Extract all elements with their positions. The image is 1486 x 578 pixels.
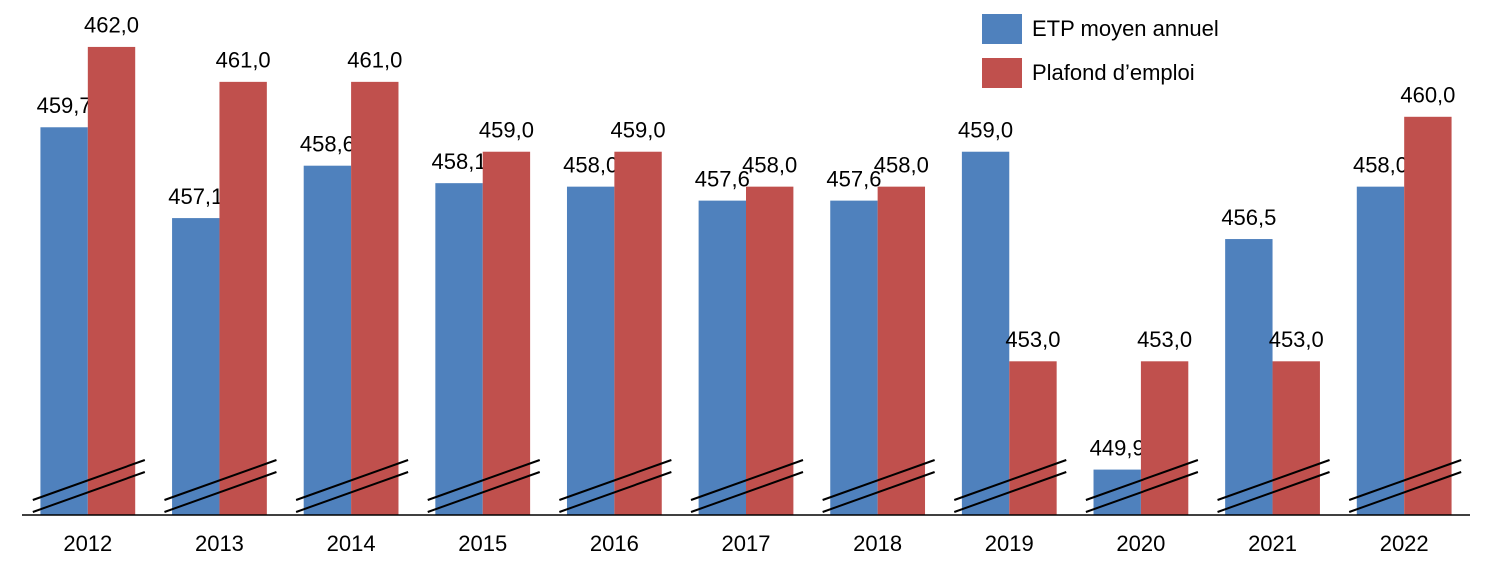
axis-break bbox=[427, 471, 541, 513]
axis-break bbox=[953, 459, 1067, 501]
data-label: 458,0 bbox=[1353, 152, 1408, 177]
data-label: 457,6 bbox=[695, 166, 750, 191]
legend-swatch bbox=[982, 58, 1022, 88]
axis-break bbox=[1217, 471, 1330, 513]
axis-break bbox=[1217, 459, 1330, 501]
bar bbox=[1009, 361, 1057, 515]
bar bbox=[1272, 361, 1320, 515]
x-tick-label: 2022 bbox=[1380, 531, 1429, 556]
data-label: 453,0 bbox=[1269, 327, 1324, 352]
axis-break bbox=[690, 459, 804, 501]
bar bbox=[172, 218, 220, 515]
bar bbox=[1404, 116, 1452, 516]
axis-break bbox=[164, 471, 277, 513]
bar bbox=[40, 127, 88, 515]
axis-break bbox=[295, 459, 409, 501]
axis-break bbox=[1085, 471, 1199, 513]
x-tick-label: 2019 bbox=[985, 531, 1034, 556]
legend-label: ETP moyen annuel bbox=[1032, 16, 1219, 41]
data-label: 461,0 bbox=[347, 48, 402, 73]
data-label: 458,0 bbox=[742, 152, 797, 177]
data-label: 458,1 bbox=[432, 149, 487, 174]
data-label: 458,6 bbox=[300, 132, 355, 157]
axis-break bbox=[822, 459, 935, 501]
data-label: 458,0 bbox=[874, 152, 929, 177]
bar bbox=[303, 165, 352, 515]
data-label: 453,0 bbox=[1137, 327, 1192, 352]
axis-break bbox=[690, 471, 804, 513]
x-tick-label: 2013 bbox=[195, 531, 244, 556]
data-label: 459,0 bbox=[958, 118, 1013, 143]
axis-break bbox=[953, 471, 1067, 513]
bar bbox=[830, 200, 878, 515]
axis-break bbox=[295, 471, 409, 513]
data-label: 456,5 bbox=[1221, 205, 1276, 230]
data-label: 453,0 bbox=[1005, 327, 1060, 352]
bar bbox=[614, 151, 662, 515]
x-tick-label: 2018 bbox=[853, 531, 902, 556]
data-label: 457,1 bbox=[168, 184, 223, 209]
axis-break bbox=[427, 459, 541, 501]
bar bbox=[435, 183, 483, 515]
bar bbox=[698, 200, 746, 515]
bar bbox=[1093, 469, 1141, 515]
x-tick-label: 2015 bbox=[458, 531, 507, 556]
bar bbox=[1225, 239, 1273, 515]
axis-break bbox=[1348, 459, 1462, 501]
data-label: 458,0 bbox=[563, 152, 618, 177]
bar bbox=[566, 186, 615, 515]
axis-break bbox=[32, 459, 146, 501]
axis-break bbox=[164, 459, 277, 501]
x-tick-label: 2014 bbox=[327, 531, 376, 556]
axis-break bbox=[559, 459, 672, 501]
bar bbox=[1140, 361, 1189, 515]
data-label: 462,0 bbox=[84, 13, 139, 38]
data-label: 460,0 bbox=[1400, 83, 1455, 108]
x-tick-label: 2017 bbox=[722, 531, 771, 556]
x-tick-label: 2016 bbox=[590, 531, 639, 556]
bar bbox=[746, 186, 794, 515]
axis-break bbox=[1085, 459, 1199, 501]
x-tick-label: 2020 bbox=[1116, 531, 1165, 556]
axis-break bbox=[32, 471, 146, 513]
bar bbox=[482, 151, 531, 515]
bar bbox=[219, 81, 267, 515]
data-label: 459,7 bbox=[37, 93, 92, 118]
x-tick-label: 2012 bbox=[63, 531, 112, 556]
bar bbox=[351, 81, 399, 515]
axis-break bbox=[822, 471, 935, 513]
data-label: 459,0 bbox=[611, 118, 666, 143]
data-label: 457,6 bbox=[826, 166, 881, 191]
axis-break bbox=[559, 471, 672, 513]
data-label: 459,0 bbox=[479, 118, 534, 143]
bar bbox=[877, 186, 926, 515]
bar bbox=[961, 151, 1010, 515]
x-tick-label: 2021 bbox=[1248, 531, 1297, 556]
data-label: 461,0 bbox=[216, 48, 271, 73]
data-label: 449,9 bbox=[1090, 435, 1145, 460]
legend-label: Plafond d’emploi bbox=[1032, 60, 1195, 85]
bar bbox=[1356, 186, 1405, 515]
legend-swatch bbox=[982, 14, 1022, 44]
bar bbox=[87, 46, 136, 516]
axis-break bbox=[1348, 471, 1462, 513]
